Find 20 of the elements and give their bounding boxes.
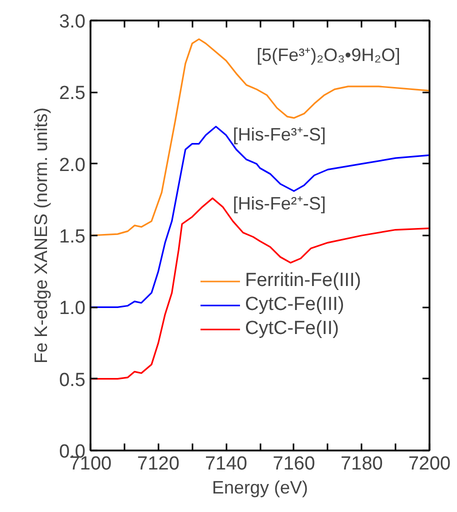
annotation: [His-Fe³⁺-S] <box>232 124 326 144</box>
legend-label: Ferritin-Fe(III) <box>245 270 362 292</box>
y-tick-label: 1.5 <box>59 226 86 248</box>
y-tick-label: 2.0 <box>59 154 86 176</box>
y-axis-title: Fe K-edge XANES (norm. units) <box>31 107 52 364</box>
line-series <box>90 38 430 236</box>
x-tick-label: 7200 <box>408 454 451 474</box>
annotation: [5(Fe³⁺)₂O₃•9H₂O] <box>256 44 400 65</box>
x-tick-label: 7160 <box>272 454 316 474</box>
y-tick-label: 0.5 <box>59 370 86 391</box>
legend-label: CytC-Fe(II) <box>245 318 339 340</box>
x-tick-label: 7120 <box>137 454 180 474</box>
x-tick-label: 7140 <box>204 454 248 474</box>
y-tick-label: 3.0 <box>59 12 86 32</box>
x-axis-title: Energy (eV) <box>212 478 308 498</box>
annotation: [His-Fe²⁺-S] <box>232 193 326 214</box>
y-tick-label: 2.5 <box>59 83 86 104</box>
legend-label: CytC-Fe(III) <box>245 294 344 316</box>
x-tick-label: 7180 <box>340 454 383 474</box>
y-tick-label: 1.0 <box>59 298 86 320</box>
